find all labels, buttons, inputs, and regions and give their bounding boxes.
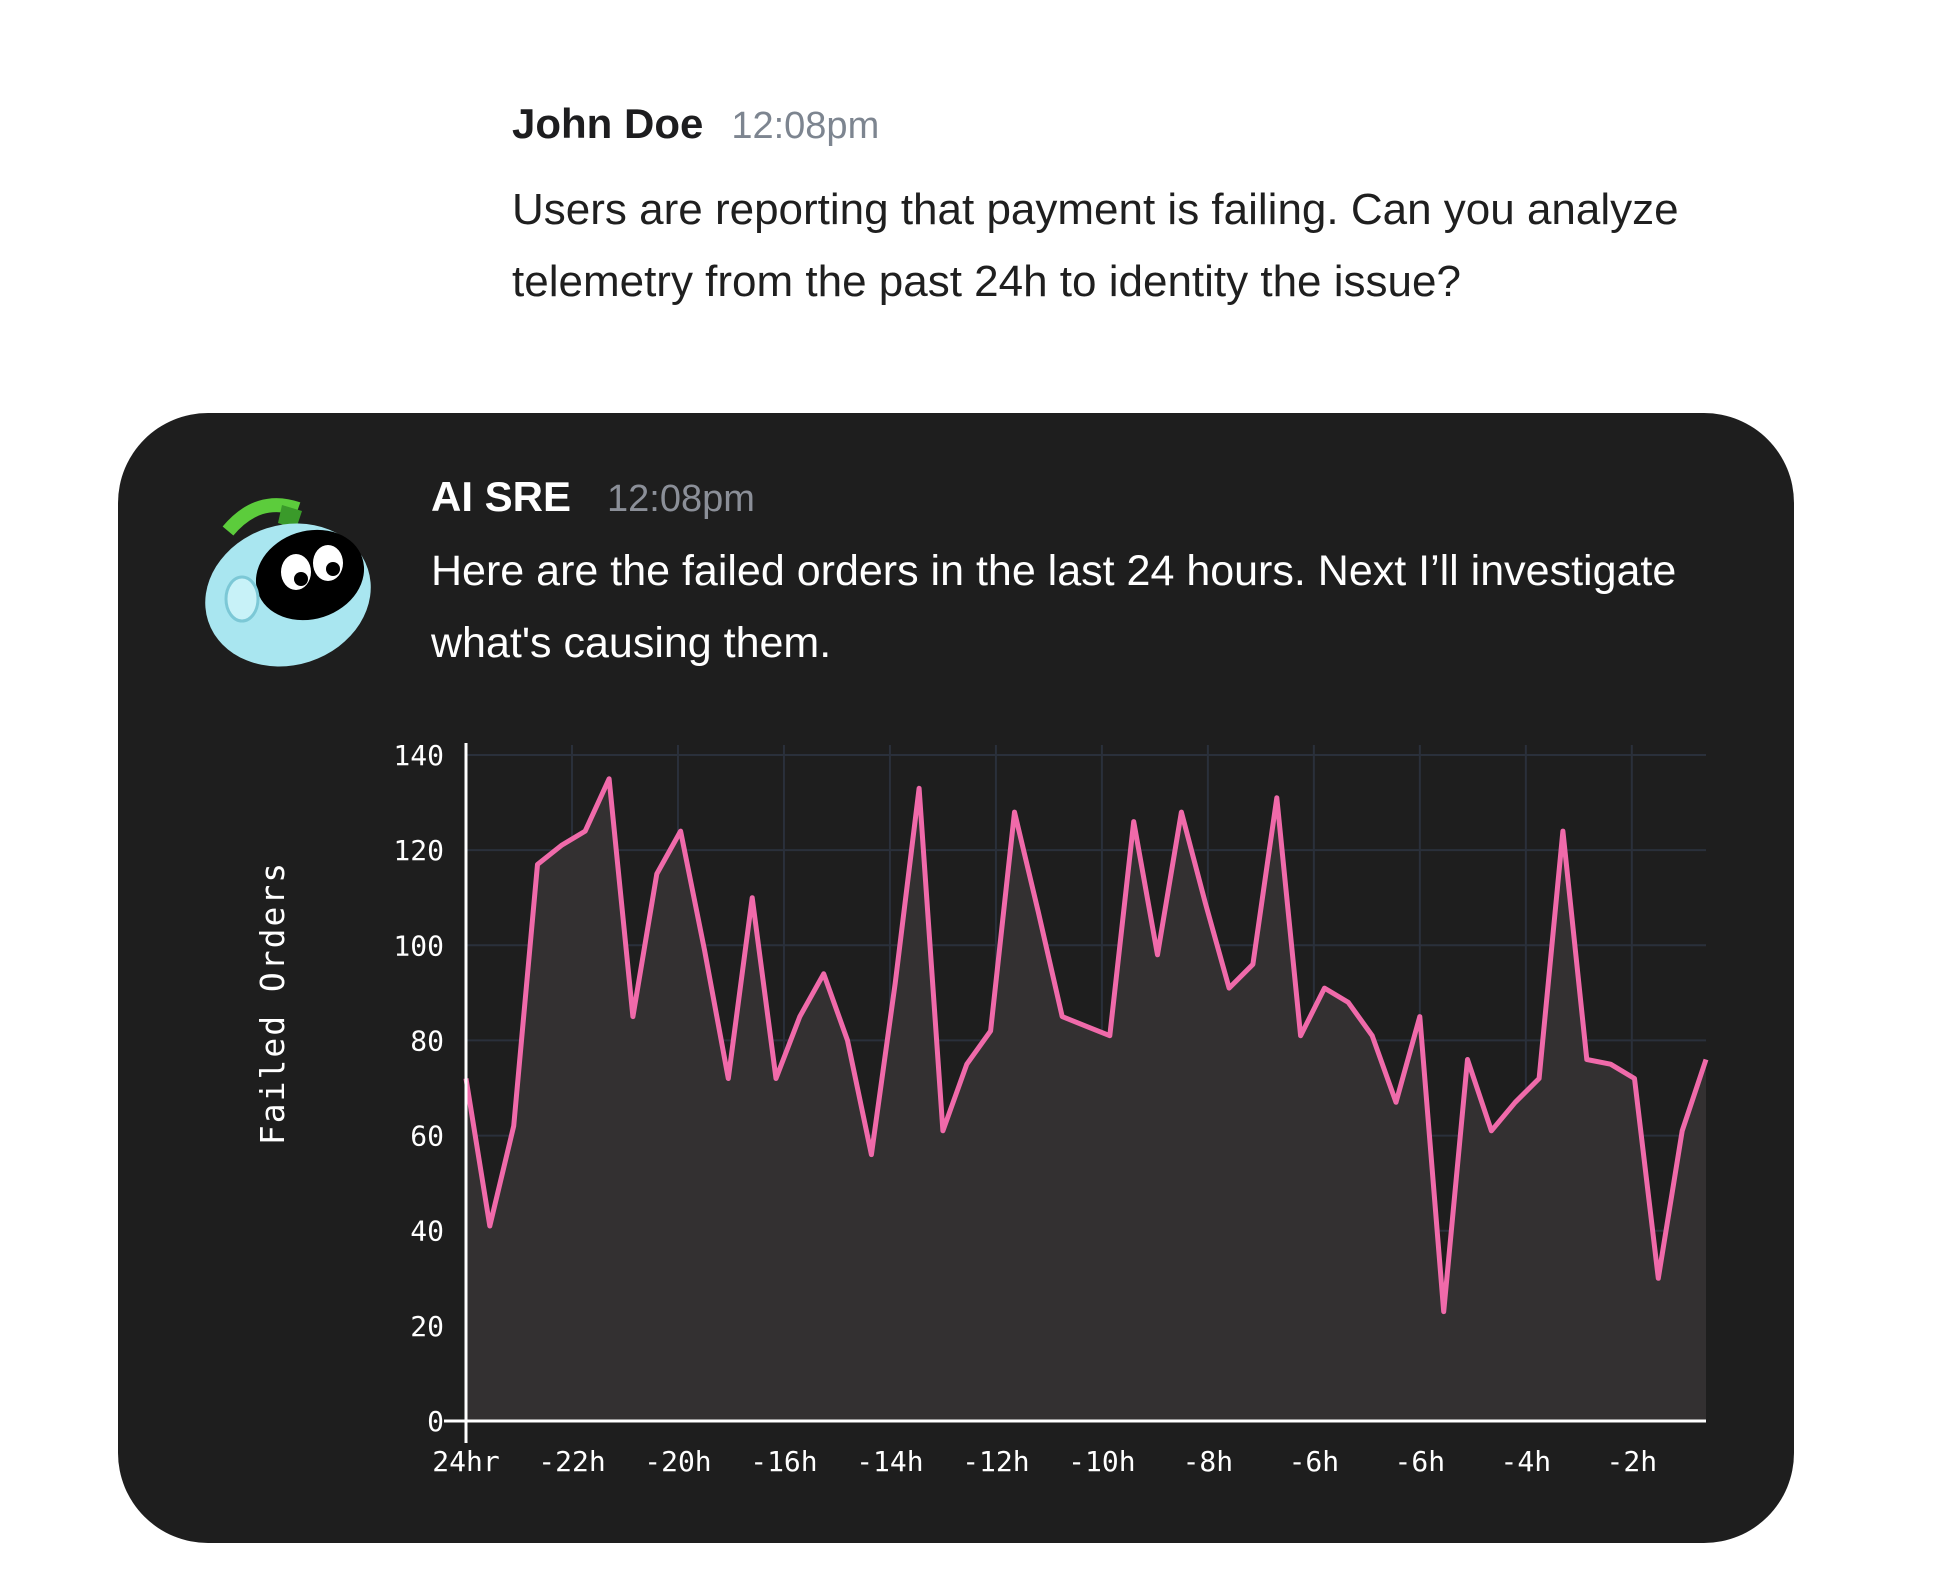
ai-message-text: Here are the failed orders in the last 2… <box>431 547 1677 667</box>
y-tick-label: 40 <box>410 1215 444 1248</box>
chart-area-fill <box>466 778 1706 1421</box>
x-tick-label: 24hr <box>432 1445 499 1478</box>
user-message-text: Users are reporting that payment is fail… <box>512 185 1679 306</box>
y-tick-label: 0 <box>427 1405 444 1438</box>
user-message-header: John Doe 12:08pm <box>512 100 1812 148</box>
y-tick-label: 80 <box>410 1024 444 1057</box>
x-tick-label: -20h <box>644 1445 711 1478</box>
x-tick-label: -4h <box>1501 1445 1552 1478</box>
x-tick-label: -16h <box>750 1445 817 1478</box>
y-tick-label: 60 <box>410 1120 444 1153</box>
x-tick-label: -6h <box>1395 1445 1446 1478</box>
x-tick-label: -14h <box>856 1445 923 1478</box>
chart-axes <box>444 743 1706 1443</box>
x-tick-label: -12h <box>962 1445 1029 1478</box>
failed-orders-chart: 0 20 40 60 80 100 120 140 24hr -22h -20h -16h -14h -… <box>253 739 1709 1478</box>
x-tick-label: -6h <box>1289 1445 1340 1478</box>
robot-avatar-icon <box>205 498 371 667</box>
x-tick-label: -10h <box>1068 1445 1135 1478</box>
x-tick-label: -22h <box>538 1445 605 1478</box>
x-axis-ticks: 24hr -22h -20h -16h -14h -12h -10h -8h -6h -6h -4h… <box>432 1445 1657 1478</box>
y-tick-label: 140 <box>393 739 444 772</box>
user-name: John Doe <box>512 100 704 147</box>
y-tick-label: 20 <box>410 1310 444 1343</box>
x-tick-label: -2h <box>1607 1445 1658 1478</box>
ai-message: AI SRE 12:08pm Here are the failed order… <box>431 473 1731 679</box>
user-message: John Doe 12:08pm Users are reporting tha… <box>512 100 1812 318</box>
y-tick-label: 120 <box>393 834 444 867</box>
y-tick-label: 100 <box>393 929 444 962</box>
ai-message-header: AI SRE 12:08pm <box>431 473 1731 521</box>
x-tick-label: -8h <box>1183 1445 1234 1478</box>
y-axis-label: Failed Orders <box>253 861 292 1145</box>
chart-series-line <box>463 776 1709 1315</box>
ai-message-card: AI SRE 12:08pm Here are the failed order… <box>118 413 1794 1543</box>
ai-name: AI SRE <box>431 473 572 520</box>
user-timestamp: 12:08pm <box>731 105 880 147</box>
y-axis-ticks: 0 20 40 60 80 100 120 140 <box>393 739 444 1438</box>
ai-timestamp: 12:08pm <box>607 478 755 520</box>
